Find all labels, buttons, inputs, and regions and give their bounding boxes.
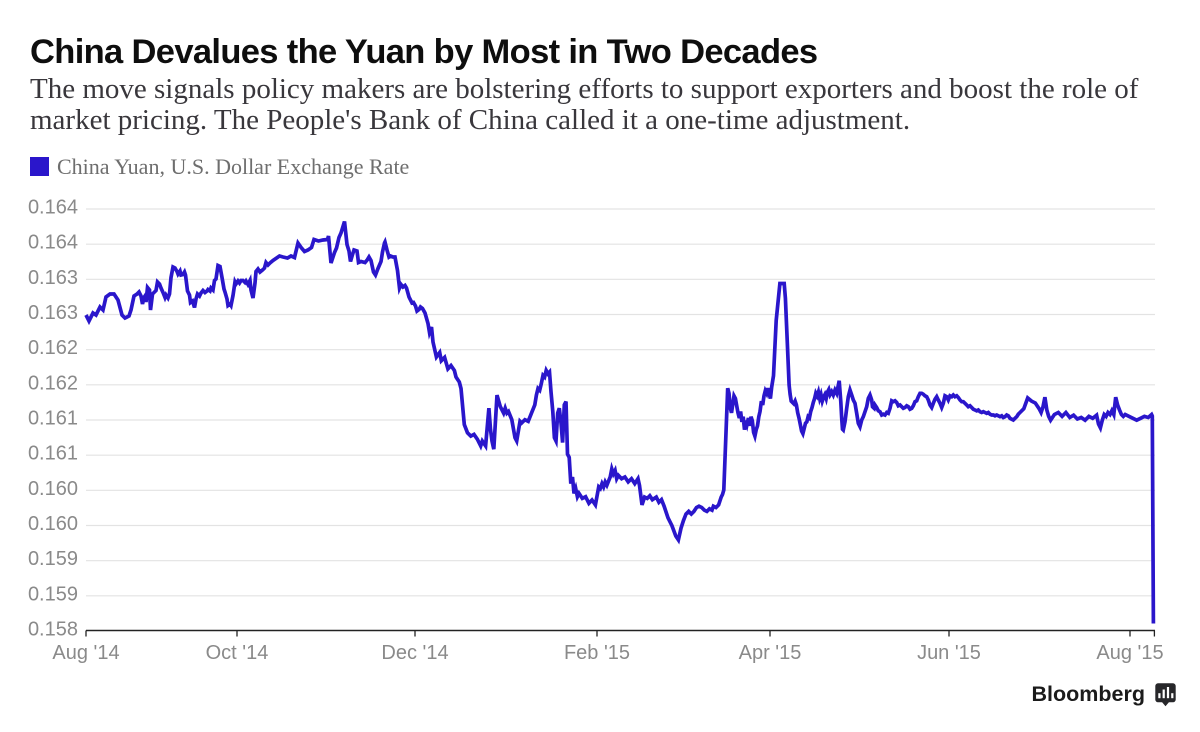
svg-text:0.163: 0.163 xyxy=(28,302,78,324)
svg-text:0.161: 0.161 xyxy=(28,443,78,465)
svg-text:Jun '15: Jun '15 xyxy=(917,642,981,664)
svg-text:Feb '15: Feb '15 xyxy=(564,642,630,664)
svg-text:0.162: 0.162 xyxy=(28,337,78,359)
svg-text:0.159: 0.159 xyxy=(28,583,78,605)
svg-text:Aug '14: Aug '14 xyxy=(52,642,119,664)
svg-text:0.160: 0.160 xyxy=(28,513,78,535)
svg-text:Aug '15: Aug '15 xyxy=(1096,642,1163,664)
svg-text:Apr '15: Apr '15 xyxy=(739,642,802,664)
svg-text:0.164: 0.164 xyxy=(28,232,78,254)
svg-text:0.160: 0.160 xyxy=(28,478,78,500)
svg-text:Oct '14: Oct '14 xyxy=(206,642,269,664)
svg-text:0.161: 0.161 xyxy=(28,408,78,430)
svg-text:0.163: 0.163 xyxy=(28,267,78,289)
svg-text:0.162: 0.162 xyxy=(28,372,78,394)
svg-text:Dec '14: Dec '14 xyxy=(381,642,448,664)
svg-text:0.158: 0.158 xyxy=(28,619,78,641)
svg-text:0.164: 0.164 xyxy=(28,197,78,219)
svg-text:0.159: 0.159 xyxy=(28,548,78,570)
